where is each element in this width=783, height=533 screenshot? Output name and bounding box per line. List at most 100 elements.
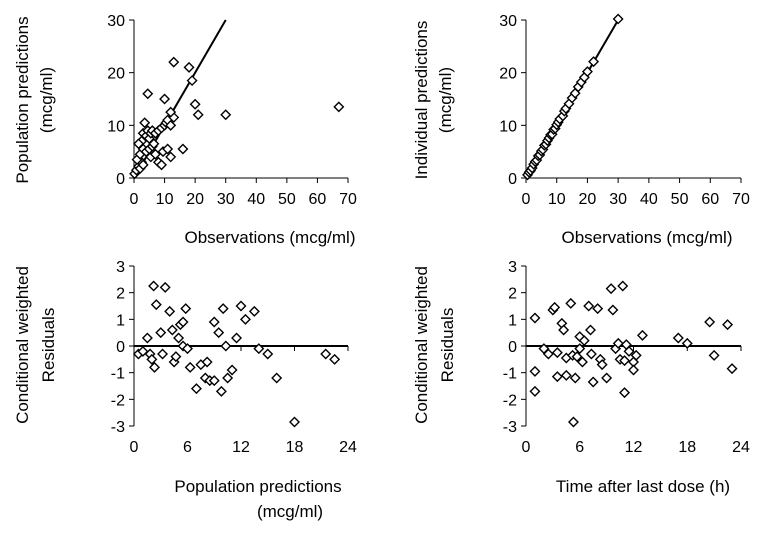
data-point [581,66,593,78]
y-tick-label: 3 [116,259,125,276]
x-tick-label: 30 [609,191,627,208]
y-tick-label: 1 [116,312,125,329]
data-point [585,324,596,336]
y-tick-label: 2 [116,286,125,303]
data-point [133,138,145,150]
data-point [182,343,193,355]
data-point [569,372,581,384]
data-point [592,303,604,315]
data-point [567,416,579,428]
data-point [578,335,590,347]
data-point [220,109,232,121]
data-point [141,332,153,344]
data-point [329,353,341,365]
data-point [146,353,158,365]
data-point [588,56,600,68]
data-point [630,349,642,361]
data-point [208,375,220,387]
x-tick-label: 0 [130,191,139,208]
data-point [551,347,563,359]
data-point [612,337,624,349]
x-tick-label: 18 [678,439,696,456]
y-axis-label: Population predictions [13,16,32,183]
y-axis-label: Conditional weighted [412,266,431,424]
data-point [208,316,220,328]
chart-panel-1: 0 10 20 30 0 10 20 30 40 50 60 70 Population predict… [13,13,357,247]
data-point [636,329,648,341]
data-point [159,281,171,293]
data-point [159,93,171,105]
data-point [155,327,167,339]
x-tick-label: 12 [232,439,250,456]
data-point [148,138,160,150]
data-point [189,98,201,110]
y-tick-label: 20 [107,66,125,83]
y-tick-label: -3 [503,419,517,436]
data-point [142,88,154,100]
y-tick-label: 3 [508,259,517,276]
data-point [217,303,229,315]
x-tick-label: 10 [156,191,174,208]
data-point [177,143,189,155]
x-tick-label: 0 [522,191,531,208]
data-point [173,332,185,344]
data-point [177,316,189,328]
y-tick-label: -2 [503,392,517,409]
data-point [183,61,195,73]
data-point [560,369,572,381]
data-point [320,348,332,360]
x-tick-label: 50 [278,191,296,208]
x-tick-label: 20 [579,191,597,208]
x-tick-label: 0 [130,439,139,456]
x-axis-label: Observations (mcg/ml) [185,228,356,247]
x-tick-label: 60 [701,191,719,208]
y-tick-label: 0 [508,339,517,356]
data-point [619,387,631,399]
data-point [170,351,182,363]
data-point [180,303,192,315]
data-point [139,117,151,129]
x-tick-label: 6 [183,439,192,456]
data-point [213,327,225,339]
data-point [162,143,174,155]
data-point [289,416,300,428]
data-point [235,300,247,312]
data-point [165,151,177,163]
data-point [190,383,202,395]
data-point [164,305,176,317]
data-point [571,351,583,363]
data-point [184,361,196,373]
data-point [583,300,595,312]
data-point [529,365,541,377]
data-point [576,356,588,368]
data-point [201,356,213,368]
data-point [549,301,561,313]
data-point [612,13,624,25]
y-axis-label: (mcg/ml) [436,67,455,133]
y-tick-label: -1 [111,366,125,383]
y-tick-label: 0 [116,339,125,356]
data-point [262,348,274,360]
data-point [156,159,168,171]
data-point [619,355,631,367]
data-point [166,324,178,336]
x-tick-label: 40 [640,191,658,208]
x-tick-label: 0 [522,439,531,456]
data-point [601,372,613,384]
x-tick-label: 40 [247,191,265,208]
y-axis-label: Conditional weighted [13,266,32,424]
y-tick-label: 2 [508,286,517,303]
data-point [565,297,577,309]
data-point [248,305,260,317]
y-tick-label: 0 [508,171,517,188]
data-point [585,348,597,360]
data-point [333,101,345,113]
data-point [186,75,198,87]
data-point [215,385,227,397]
data-point [587,376,599,388]
x-tick-label: 6 [575,439,584,456]
y-axis-label: Residuals [39,308,58,383]
x-tick-label: 70 [339,191,357,208]
